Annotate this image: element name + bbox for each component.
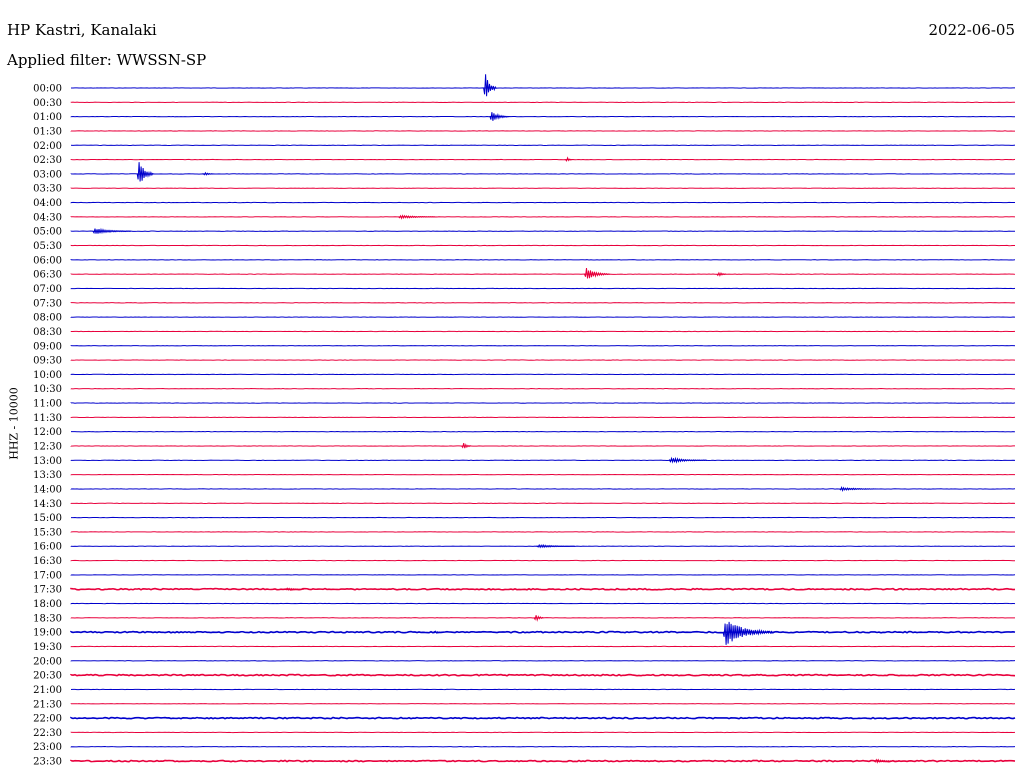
- row-time-label: 07:00: [33, 284, 62, 295]
- seismic-event: [136, 162, 154, 182]
- seismic-event: [716, 271, 727, 277]
- row-time-label: 02:00: [33, 141, 62, 152]
- seismic-event: [461, 442, 472, 449]
- seismic-event: [839, 485, 878, 493]
- row-time-label: 20:30: [33, 671, 62, 682]
- station-title: HP Kastri, Kanalaki: [7, 21, 157, 39]
- row-time-label: 03:00: [33, 169, 62, 180]
- row-time-label: 22:00: [33, 714, 62, 725]
- row-time-label: 08:00: [33, 313, 62, 324]
- row-time-label: 14:00: [33, 484, 62, 495]
- seismic-event: [533, 615, 544, 622]
- row-time-label: 21:30: [33, 699, 62, 710]
- row-time-label: 23:00: [33, 742, 62, 753]
- seismic-event: [202, 171, 213, 176]
- seismic-event: [92, 227, 132, 235]
- seismic-event: [536, 543, 576, 549]
- trace-row: [70, 716, 1016, 720]
- row-time-label: 11:30: [33, 413, 62, 424]
- row-time-label: 16:30: [33, 556, 62, 567]
- row-time-label: 20:00: [33, 656, 62, 667]
- row-time-label: 02:30: [33, 155, 62, 166]
- seismic-event: [489, 112, 510, 121]
- trace-row: [70, 759, 1016, 763]
- trace-row: [70, 630, 1016, 634]
- row-time-label: 17:00: [33, 570, 62, 581]
- row-time-label: 19:30: [33, 642, 62, 653]
- seismic-event: [873, 758, 900, 764]
- row-time-label: 12:00: [33, 427, 62, 438]
- row-time-label: 12:30: [33, 442, 62, 453]
- row-time-label: 09:00: [33, 341, 62, 352]
- row-time-label: 00:00: [33, 84, 62, 95]
- row-time-label: 15:30: [33, 527, 62, 538]
- row-time-label: 18:00: [33, 599, 62, 610]
- seismic-event: [722, 621, 774, 645]
- row-time-label: 18:30: [33, 613, 62, 624]
- row-time-label: 04:30: [33, 212, 62, 223]
- row-time-label: 13:30: [33, 470, 62, 481]
- seismic-event: [398, 214, 437, 220]
- row-time-label: 17:30: [33, 585, 62, 596]
- row-time-label: 19:00: [33, 628, 62, 639]
- date-label: 2022-06-05: [928, 21, 1015, 39]
- row-time-label: 09:30: [33, 356, 62, 367]
- row-time-label: 15:00: [33, 513, 62, 524]
- row-time-label: 10:30: [33, 384, 62, 395]
- seismic-event: [669, 456, 708, 464]
- seismic-event: [432, 630, 443, 634]
- row-time-label: 10:00: [33, 370, 62, 381]
- row-time-label: 06:30: [33, 270, 62, 281]
- row-time-label: 00:30: [33, 98, 62, 109]
- row-time-label: 05:00: [33, 227, 62, 238]
- row-time-label: 03:30: [33, 184, 62, 195]
- seismic-event: [564, 156, 573, 162]
- trace-row: [70, 587, 1016, 591]
- filter-label: Applied filter: WWSSN-SP: [7, 51, 207, 69]
- row-time-label: 14:30: [33, 499, 62, 510]
- row-time-label: 16:00: [33, 542, 62, 553]
- row-time-label: 07:30: [33, 298, 62, 309]
- row-time-label: 21:00: [33, 685, 62, 696]
- row-time-label: 11:00: [33, 399, 62, 410]
- row-time-label: 01:00: [33, 112, 62, 123]
- seismic-event: [483, 74, 497, 97]
- row-time-label: 23:30: [33, 757, 62, 768]
- seismic-event: [284, 587, 305, 591]
- seismic-event: [584, 267, 610, 279]
- row-time-label: 04:00: [33, 198, 62, 209]
- row-time-label: 22:30: [33, 728, 62, 739]
- trace-row: [70, 673, 1016, 677]
- row-time-label: 13:00: [33, 456, 62, 467]
- row-time-label: 06:00: [33, 255, 62, 266]
- row-time-label: 08:30: [33, 327, 62, 338]
- row-time-label: 01:30: [33, 126, 62, 137]
- row-time-label: 05:30: [33, 241, 62, 252]
